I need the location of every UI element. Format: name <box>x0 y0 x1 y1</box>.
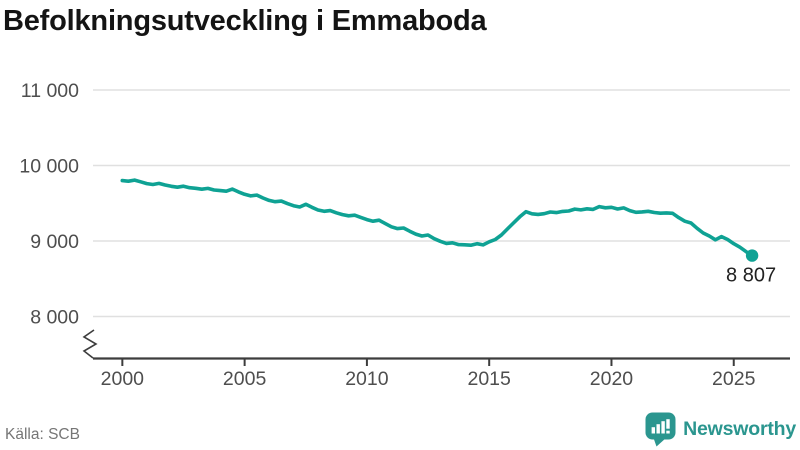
x-axis: 2000 2005 2010 2015 2020 2025 <box>82 329 790 390</box>
y-axis-tick-label: 9 000 <box>30 231 79 253</box>
brand-logo-newsworthy[interactable]: Newsworthy <box>645 412 796 447</box>
brand-wordmark: Newsworthy <box>683 418 796 440</box>
y-axis-tick-label: 10 000 <box>19 156 79 178</box>
newsworthy-speech-bubble-barchart-icon <box>645 412 676 447</box>
x-axis-tick-label: 2020 <box>590 368 634 390</box>
axis-break-icon <box>82 329 98 359</box>
x-axis-tick-label: 2010 <box>345 368 389 390</box>
y-axis-tick-label: 11 000 <box>21 80 79 102</box>
x-axis-ticks <box>121 358 735 366</box>
series-endpoint-dot <box>745 249 759 262</box>
x-axis-tick-label: 2015 <box>467 368 511 390</box>
y-axis-tick-label: 8 000 <box>30 307 79 329</box>
source-label: Källa: SCB <box>5 426 80 443</box>
x-axis-tick-labels: 2000 2005 2010 2015 2020 2025 <box>101 368 756 390</box>
chart-title: Befolkningsutveckling i Emmaboda <box>3 5 487 37</box>
x-axis-tick-label: 2025 <box>712 368 756 390</box>
x-axis-tick-label: 2005 <box>223 368 267 390</box>
gridlines <box>93 89 790 318</box>
x-axis-tick-label: 2000 <box>101 368 145 390</box>
population-line <box>120 178 754 258</box>
y-axis-labels: 8 000 9 000 10 000 11 000 <box>19 80 79 329</box>
end-value-label: 8 807 <box>726 265 776 287</box>
